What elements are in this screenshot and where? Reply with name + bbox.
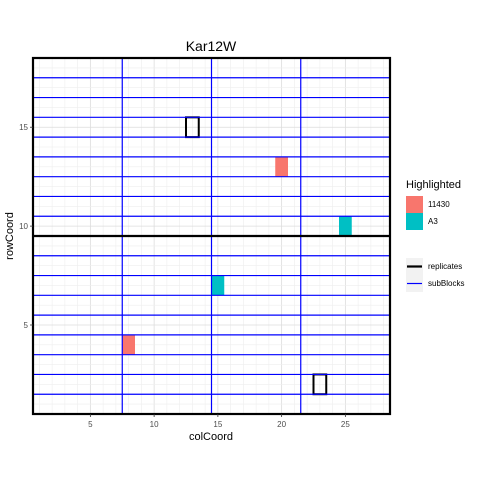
x-axis-label: colCoord: [189, 431, 233, 443]
legend-highlighted-title: Highlighted: [406, 179, 461, 191]
x-axis-ticks: 5 10 15 20 25: [88, 414, 350, 429]
highlighted-cell-11430: [122, 334, 135, 355]
legend-label-11430: 11430: [428, 200, 450, 209]
panel-border: [31, 56, 392, 416]
legend-highlighted: Highlighted 11430 A3: [406, 179, 461, 230]
legend-key-A3: [406, 213, 423, 230]
highlighted-cell-11430: [275, 156, 288, 177]
y-tick-label: 5: [24, 321, 29, 330]
plot-panel: [31, 56, 392, 416]
y-axis-ticks: 5 10 15: [19, 123, 33, 330]
x-tick-label: 20: [277, 420, 286, 429]
legend-label-A3: A3: [428, 217, 438, 226]
y-axis-label: rowCoord: [4, 212, 16, 260]
highlighted-cell-A3: [339, 216, 352, 236]
legend-label-replicates: replicates: [428, 262, 462, 271]
x-tick-label: 25: [341, 420, 350, 429]
x-tick-label: 15: [213, 420, 222, 429]
chart-title: Kar12W: [186, 38, 237, 54]
x-tick-label: 10: [150, 420, 159, 429]
y-tick-label: 10: [19, 222, 28, 231]
legend-lines: replicates subBlocks: [406, 258, 464, 292]
legend-label-subBlocks: subBlocks: [428, 279, 464, 288]
y-tick-label: 15: [19, 123, 28, 132]
highlighted-cell-A3: [211, 275, 225, 296]
x-tick-label: 5: [88, 420, 93, 429]
legend-key-11430: [406, 196, 423, 213]
